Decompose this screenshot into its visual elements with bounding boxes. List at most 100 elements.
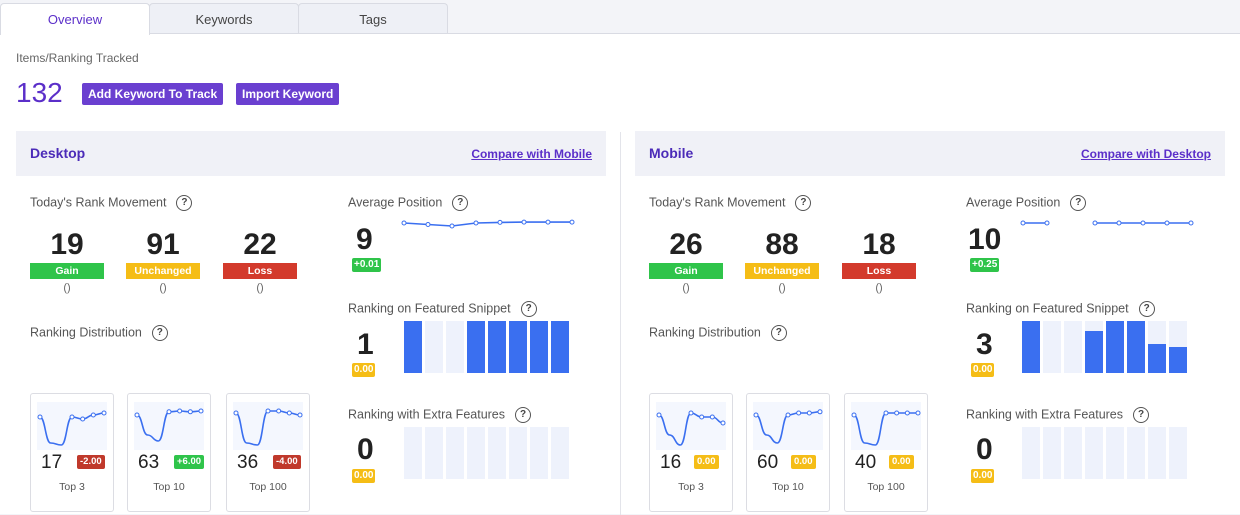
extra-features-bars (404, 427, 572, 479)
help-icon[interactable]: ? (452, 195, 469, 211)
loss-sub: () (875, 282, 883, 294)
sparkline-point (187, 409, 193, 415)
sparkline-point (297, 412, 303, 418)
bar-slot (551, 427, 569, 479)
help-icon[interactable]: ? (1133, 407, 1150, 423)
distribution-card-top10[interactable]: 63 +6.00 Top 10 (127, 393, 211, 512)
sparkline-point (80, 416, 86, 422)
bar-slot (509, 427, 527, 479)
bar-slot (1064, 321, 1082, 373)
bar (1022, 321, 1040, 373)
sparkline-point (233, 410, 239, 416)
average-position-label: Average Position? (966, 195, 1087, 211)
sparkline-point (883, 410, 889, 416)
bar-slot (1169, 427, 1187, 479)
bar-slot (404, 427, 422, 479)
distribution-card-top3[interactable]: 16 0.00 Top 3 (649, 393, 733, 512)
average-position-point (473, 220, 479, 226)
bar-slot (530, 321, 548, 373)
sparkline-point (198, 408, 204, 414)
help-icon[interactable]: ? (176, 195, 193, 211)
desktop-header: Desktop Compare with Mobile (16, 131, 606, 176)
bar-slot (530, 427, 548, 479)
distribution-value: 60 (757, 452, 779, 473)
bar-slot (425, 321, 443, 373)
gain-badge: Gain (30, 263, 104, 279)
extra-features-value: 0 (976, 433, 993, 466)
bar-slot (1043, 321, 1061, 373)
trend-sparkline (134, 402, 204, 450)
distribution-card-top100[interactable]: 36 -4.00 Top 100 (226, 393, 310, 512)
bar (530, 321, 548, 373)
distribution-value: 36 (237, 452, 259, 473)
bar (1148, 344, 1166, 373)
distribution-change-badge: 0.00 (694, 455, 719, 469)
add-keyword-button[interactable]: Add Keyword To Track (82, 83, 224, 105)
average-position-label: Average Position? (348, 195, 469, 211)
bar (509, 321, 527, 373)
rank-movement-label: Today's Rank Movement? (649, 195, 812, 211)
bar-slot (1022, 427, 1040, 479)
loss-sub: () (256, 282, 264, 294)
bar-slot (467, 321, 485, 373)
featured-snippet-value: 1 (357, 328, 374, 361)
bar-slot (488, 427, 506, 479)
import-keyword-button[interactable]: Import Keyword (236, 83, 340, 105)
sparkline-point (177, 408, 183, 414)
help-icon[interactable]: ? (1070, 195, 1087, 211)
help-icon[interactable]: ? (151, 325, 168, 341)
help-icon[interactable]: ? (520, 301, 537, 317)
help-icon[interactable]: ? (515, 407, 532, 423)
bar-slot (467, 427, 485, 479)
average-position-line (403, 221, 572, 227)
bar-slot (1127, 321, 1145, 373)
extra-features-value: 0 (357, 433, 374, 466)
average-position-sparkline (1020, 220, 1194, 226)
sparkline-point (753, 412, 759, 418)
tab-keywords[interactable]: Keywords (149, 3, 299, 34)
sparkline-point (69, 414, 75, 420)
distribution-card-top3[interactable]: 17 -2.00 Top 3 (30, 393, 114, 512)
bar (1106, 321, 1124, 373)
overview-panel: Items/Ranking Tracked 132 Add Keyword To… (0, 33, 1240, 515)
tab-overview[interactable]: Overview (0, 3, 150, 35)
sparkline-point (166, 409, 172, 415)
distribution-card-top10[interactable]: 60 0.00 Top 10 (746, 393, 830, 512)
average-position-sparkline (401, 219, 575, 229)
tab-tags[interactable]: Tags (298, 3, 448, 34)
bar-slot (509, 321, 527, 373)
bar-slot (1148, 427, 1166, 479)
bar-slot (551, 321, 569, 373)
unchanged-badge: Unchanged (126, 263, 200, 279)
sparkline-point (688, 410, 694, 416)
help-icon[interactable]: ? (770, 325, 787, 341)
distribution-change-badge: +6.00 (174, 455, 205, 469)
featured-snippet-label: Ranking on Featured Snippet? (348, 301, 537, 317)
help-icon[interactable]: ? (1138, 301, 1155, 317)
bar (467, 321, 485, 373)
gain-count: 26 (669, 228, 703, 261)
bar (404, 321, 422, 373)
featured-snippet-change: 0.00 (971, 363, 995, 377)
average-position-point (425, 222, 431, 227)
mobile-section: Mobile Compare with Desktop Today's Rank… (635, 131, 1225, 515)
bar (1127, 321, 1145, 373)
bar-slot (1127, 427, 1145, 479)
average-position-change: +0.01 (352, 258, 382, 272)
sparkline-point (134, 412, 140, 418)
featured-snippet-value: 3 (976, 328, 993, 361)
gain-sub: () (63, 282, 71, 294)
sparkline-point (37, 414, 43, 420)
compare-with-mobile-link[interactable]: Compare with Mobile (471, 147, 592, 161)
compare-with-desktop-link[interactable]: Compare with Desktop (1080, 147, 1211, 161)
bar-slot (1169, 321, 1187, 373)
help-icon[interactable]: ? (795, 195, 812, 211)
sparkline-point (709, 414, 715, 420)
tracked-count: 132 (16, 77, 63, 108)
bar-slot (1106, 321, 1124, 373)
unchanged-count: 91 (146, 228, 180, 261)
distribution-caption: Top 100 (249, 481, 287, 493)
distribution-caption: Top 10 (153, 481, 185, 493)
distribution-card-top100[interactable]: 40 0.00 Top 100 (844, 393, 928, 512)
trend-sparkline (656, 402, 726, 450)
